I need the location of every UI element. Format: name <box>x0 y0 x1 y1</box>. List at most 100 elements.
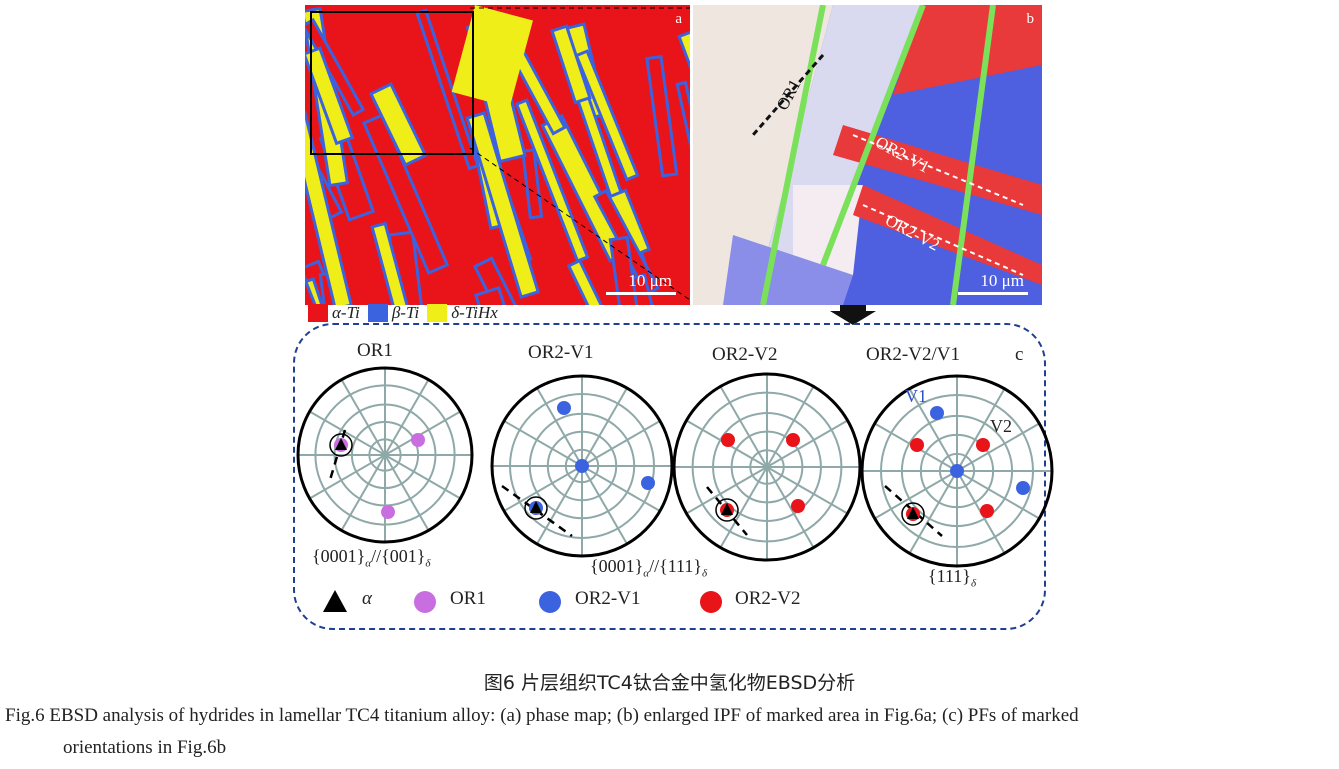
delta-swatch <box>427 304 448 322</box>
legend-label: α-Ti <box>332 303 360 322</box>
or1-trace <box>751 54 825 136</box>
pf-spoke <box>719 385 768 468</box>
or2-v2-dot-icon <box>700 591 722 613</box>
lamella <box>574 49 640 182</box>
lamella <box>473 286 537 305</box>
delta-boundary <box>950 5 996 305</box>
pf-ring <box>900 414 1014 528</box>
pf-spoke <box>503 420 583 467</box>
figure-caption-en-2: orientations in Fig.6b <box>63 737 227 758</box>
pf-ring <box>691 391 843 543</box>
scale-bar <box>606 292 676 295</box>
pf-spoke <box>766 385 815 468</box>
pf-ring <box>368 438 402 472</box>
pf-point <box>721 433 735 447</box>
pf-spoke <box>956 422 1040 472</box>
legend-or1: OR1 <box>450 588 486 609</box>
pf-outline <box>490 374 674 558</box>
marked-area-box <box>310 11 474 155</box>
pf-spoke <box>766 466 849 515</box>
alpha-triangle <box>335 438 347 450</box>
pf-spoke <box>908 470 958 554</box>
pf-title: OR1 <box>357 340 393 361</box>
or2-v2-trace <box>862 204 1024 276</box>
pf-spoke <box>536 465 583 545</box>
pf-spoke <box>309 410 386 456</box>
grain <box>853 185 1042 285</box>
pf-point <box>791 499 805 513</box>
or1-dot-icon <box>414 591 436 613</box>
ipf-map-image: b OR1 OR2-V1 OR2-V2 10 μm <box>693 5 1042 305</box>
pf-ring <box>314 384 456 526</box>
legend-item-beta-ti: β-Ti <box>367 303 420 323</box>
phase-legend: α-Ti β-Ti δ-TiHx <box>308 303 506 323</box>
legend-item-alpha-ti: α-Ti <box>308 303 360 323</box>
pf-outline <box>672 372 862 562</box>
lamella <box>521 148 544 220</box>
scale-label: 10 μm <box>980 271 1024 290</box>
pf-point <box>930 406 944 420</box>
pf-spoke <box>766 419 849 468</box>
lamella <box>305 110 354 305</box>
pf-ring <box>333 403 437 507</box>
caption-text: {0001} <box>312 546 366 566</box>
pf-ring <box>564 448 600 484</box>
pf-spoke <box>908 388 958 472</box>
pf-marker-circle <box>901 502 925 526</box>
pf-spoke <box>340 379 386 456</box>
pf-title: OR2-V1 <box>528 342 594 363</box>
pole-figure <box>860 374 1054 568</box>
panel-label-a: a <box>675 11 682 27</box>
scale-bar <box>958 292 1028 295</box>
lamella <box>305 277 373 305</box>
pf-outline <box>860 374 1054 568</box>
pf-title: OR2-V2 <box>712 344 778 365</box>
caption-subscript: δ <box>425 557 431 570</box>
caption-text: {111} <box>928 566 971 586</box>
pf-ring <box>509 393 655 539</box>
legend-alpha: α <box>362 588 372 609</box>
pole-figure <box>296 366 474 544</box>
pf-spoke <box>384 454 430 531</box>
legend-label: δ-TiHx <box>451 303 498 322</box>
pf-spoke <box>685 466 768 515</box>
legend-label: β-Ti <box>391 303 420 322</box>
or2-v1-dot-icon <box>539 591 561 613</box>
pf-outline <box>296 366 474 544</box>
zoom-guide-lines <box>469 7 691 301</box>
caption-subscript: δ <box>702 567 708 580</box>
alpha-triangle <box>907 507 919 519</box>
pf-trace <box>328 429 347 481</box>
pf-ring <box>919 433 995 509</box>
pf-marker-circle <box>715 498 739 522</box>
lamella <box>625 273 690 305</box>
or2-v1-trace <box>852 134 1024 206</box>
legend-or2-v2: OR2-V2 <box>735 588 801 609</box>
legend-item-delta-tihx: δ-TiHx <box>427 303 498 323</box>
lamella <box>370 221 436 305</box>
pf-ring <box>730 430 804 504</box>
pf-caption-3: {111}δ <box>928 566 976 590</box>
pf-spoke <box>766 466 815 549</box>
pf-trace <box>884 485 943 537</box>
lamella <box>566 258 659 305</box>
pf-spoke <box>503 465 583 512</box>
pf-point <box>411 433 425 447</box>
pf-point <box>1016 481 1030 495</box>
pf-point <box>786 433 800 447</box>
caption-text: {0001} <box>590 556 644 576</box>
pf-ring <box>350 420 420 490</box>
caption-subscript: α <box>365 557 372 570</box>
pf-point <box>575 459 589 473</box>
caption-text: //{001} <box>371 546 426 566</box>
phase-map-lamellae <box>305 5 690 305</box>
pf-spoke <box>874 470 958 520</box>
tag-v2: V2 <box>990 416 1012 436</box>
alpha-swatch <box>308 304 328 322</box>
figure-caption-cn: 图6 片层组织TC4钛合金中氢化物EBSD分析 <box>483 672 856 694</box>
pf-point <box>950 464 964 478</box>
alpha-triangle <box>530 501 542 513</box>
caption-subscript: α <box>643 567 650 580</box>
caption-text: //{111} <box>649 556 703 576</box>
pf-spoke <box>581 420 661 467</box>
